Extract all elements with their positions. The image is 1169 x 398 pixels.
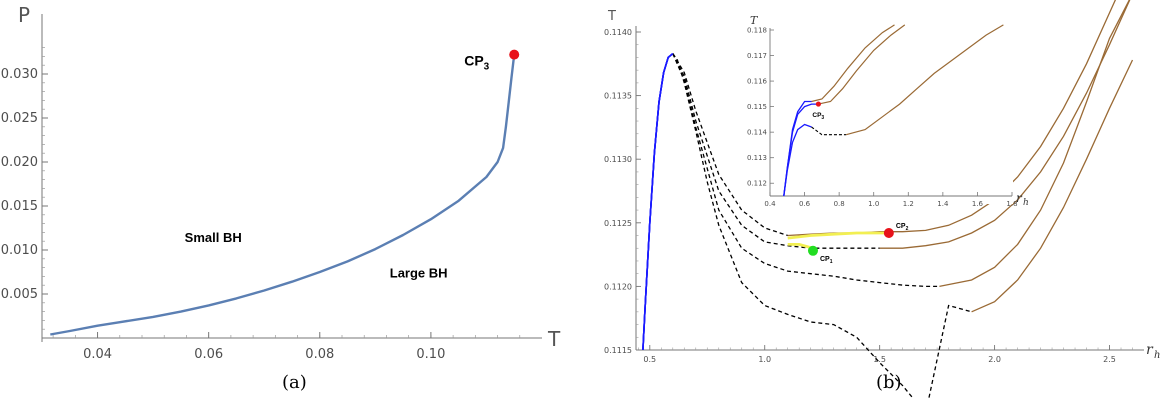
inset-y-label: T <box>750 14 759 27</box>
inset-x-label-symbol: r <box>1016 191 1023 205</box>
coexistence-line <box>50 54 516 336</box>
cp1-label: CP1 <box>820 256 833 265</box>
panel-a: 0.04 0.06 0.08 0.10 0.005 0.010 0.015 0.020 0.02… <box>1 3 561 393</box>
unstable-branch-4 <box>672 53 788 237</box>
coexistence-segment-1 <box>787 231 889 240</box>
critical-point-marker <box>509 49 520 60</box>
y-tick-label: 0.1120 <box>604 282 632 291</box>
x-tick-label: 1.5 <box>873 355 886 364</box>
x-tick-label: 2.5 <box>1103 355 1116 364</box>
y-tick-label: 0.010 <box>1 243 38 258</box>
y-axis-label: T <box>607 9 616 24</box>
y-tick-label: 0.015 <box>1 199 38 214</box>
small-bh-branch-3 <box>642 52 674 351</box>
x-axis-label-subscript: h <box>1154 350 1160 361</box>
inset-large-branch-3 <box>811 24 895 103</box>
cp2-subscript: 2 <box>906 226 909 232</box>
y-tick-label: 0.1115 <box>604 346 632 355</box>
x-tick-label: 0.10 <box>416 347 445 362</box>
unstable-branch-2 <box>672 53 940 288</box>
x-tick-label: 1.0 <box>758 355 771 364</box>
x-tick-label: 0.06 <box>194 347 223 362</box>
critical-point-marker-1 <box>807 245 818 256</box>
x-tick-label: 0.08 <box>305 347 334 362</box>
cp2-label: CP2 <box>896 223 909 232</box>
y-tick-label: 0.1130 <box>604 155 632 164</box>
y-tick-label: 0.030 <box>1 67 38 82</box>
inset-y-tick-label: 0.118 <box>747 27 767 35</box>
inset-x-label-subscript: h <box>1023 198 1029 208</box>
inset-unstable-branch-1 <box>811 126 847 136</box>
inset-cp3-label: CP3 <box>812 112 824 121</box>
y-tick-label: 0.1140 <box>604 28 632 37</box>
panel-a-caption: (a) <box>282 372 307 393</box>
inset-x-tick-label: 1.0 <box>868 200 879 208</box>
inset-large-branch-1 <box>845 24 1004 136</box>
cp3-label: CP3 <box>464 53 489 73</box>
y-tick-label: 0.1135 <box>604 92 632 101</box>
inset-y-tick-label: 0.114 <box>747 129 768 137</box>
x-axis-label-symbol: r <box>1146 342 1154 358</box>
unstable-branch-3 <box>672 53 880 249</box>
inset-y-tick-label: 0.116 <box>747 78 768 86</box>
inset-x-tick-label: 0.4 <box>764 200 776 208</box>
y-axis-label: P <box>18 3 30 27</box>
panel-b: 0.5 1.0 1.5 2.0 2.5 0.1115 0.1120 0.1125 0.1130 0… <box>604 0 1160 398</box>
inset-x-tick-label: 1.6 <box>972 200 984 208</box>
y-tick-label: 0.005 <box>1 287 38 302</box>
large-bh-branch-1 <box>971 59 1134 313</box>
cp1-subscript: 1 <box>830 259 833 265</box>
inset-y-tick-label: 0.117 <box>747 52 767 60</box>
inset-plot: 0.4 0.6 0.8 1.0 1.2 1.4 1.6 1.8 0.112 0.113 0.114 0… <box>745 14 1029 208</box>
small-bh-branch-4 <box>642 52 674 351</box>
inset-x-tick-label: 1.4 <box>937 200 949 208</box>
small-bh-branch-2 <box>642 52 674 351</box>
x-axis-label: r h <box>1146 342 1160 361</box>
x-tick-label: 0.04 <box>83 347 112 362</box>
inset-cp3-subscript: 3 <box>821 115 824 121</box>
inset-x-tick-label: 1.2 <box>903 200 914 208</box>
x-tick-label: 2.0 <box>988 355 1001 364</box>
inset-critical-point-marker <box>815 101 822 107</box>
critical-point-marker-2 <box>883 227 894 238</box>
large-bh-branch-3 <box>879 0 1131 249</box>
y-tick-label: 0.025 <box>1 111 38 126</box>
panel-b-caption: (b) <box>876 372 902 393</box>
small-bh-annotation: Small BH <box>185 230 242 245</box>
large-bh-annotation: Large BH <box>390 265 448 280</box>
small-bh-branch-1 <box>642 52 674 351</box>
y-tick-label: 0.020 <box>1 155 38 170</box>
inset-large-branch-2 <box>818 24 906 105</box>
inset-x-tick-label: 0.8 <box>834 200 845 208</box>
cp3-subscript: 3 <box>484 62 490 73</box>
inset-y-tick-label: 0.112 <box>747 180 767 188</box>
x-axis-label: T <box>547 327 561 351</box>
inset-y-tick-label: 0.113 <box>747 154 767 162</box>
inset-x-tick-label: 0.6 <box>799 200 811 208</box>
coexistence-segment-2 <box>787 243 814 250</box>
inset-x-tick-label: 1.8 <box>1006 200 1017 208</box>
inset-small-branch-3 <box>783 100 812 197</box>
inset-y-tick-label: 0.115 <box>747 103 767 111</box>
y-tick-label: 0.1125 <box>604 219 632 228</box>
unstable-branch-1 <box>672 53 972 398</box>
x-tick-label: 0.5 <box>643 355 656 364</box>
